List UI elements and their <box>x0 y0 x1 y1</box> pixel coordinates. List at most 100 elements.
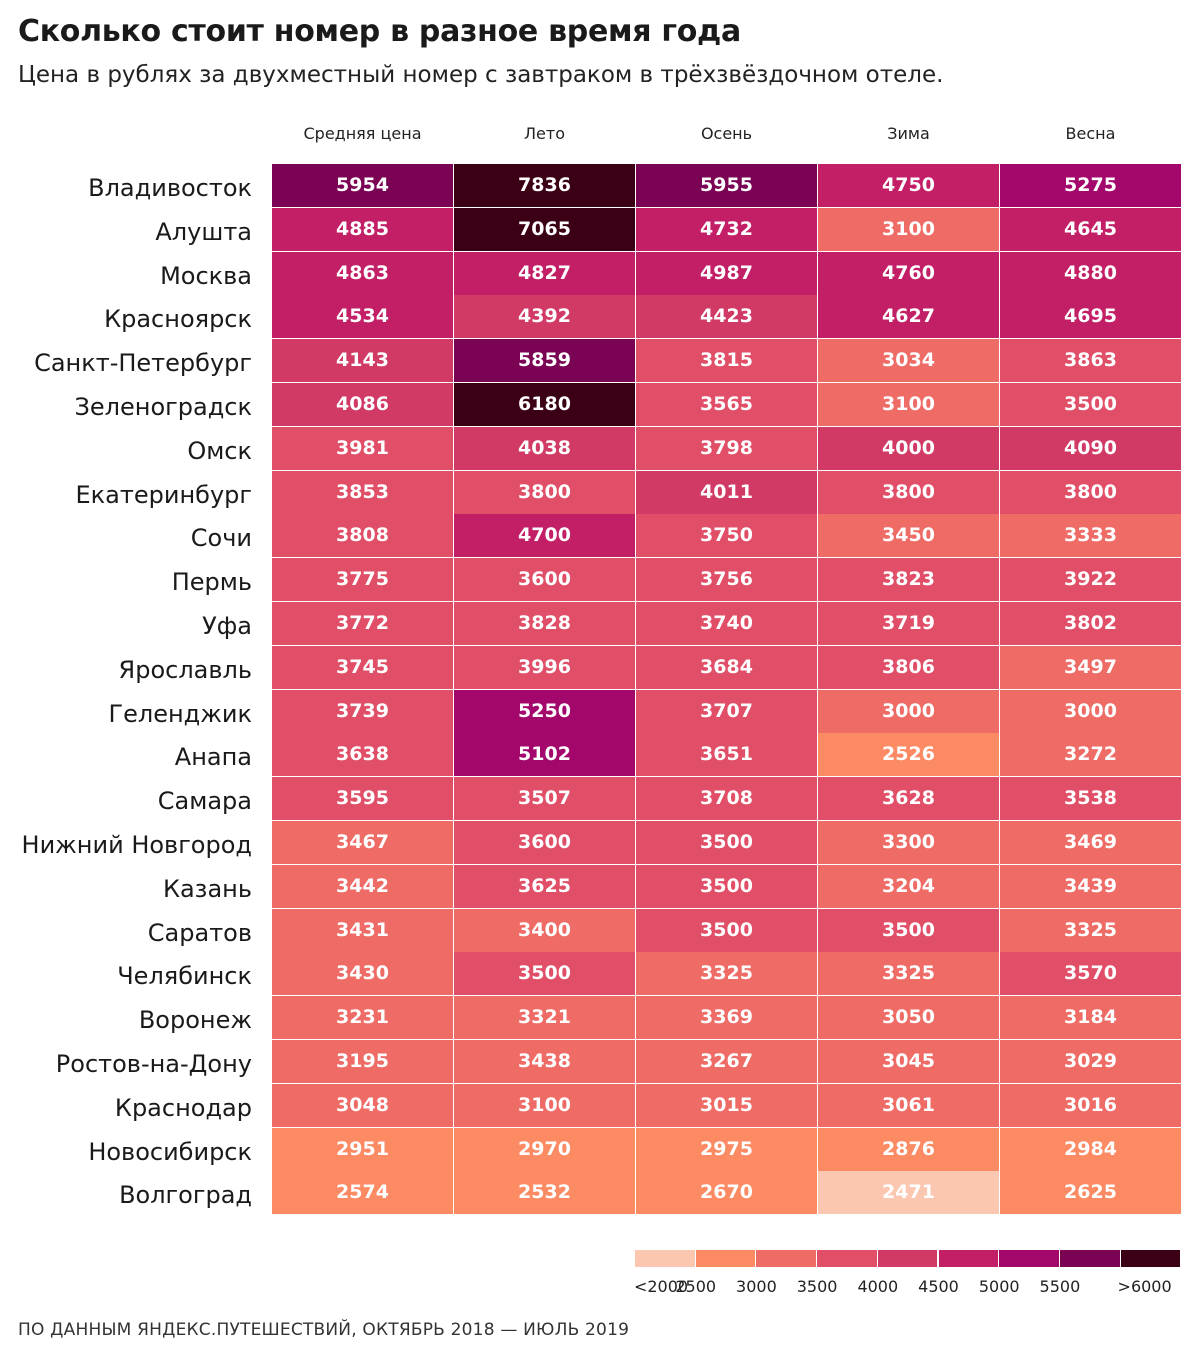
heatmap-cell: 5859 <box>454 339 635 383</box>
heatmap-cell: 3195 <box>272 1040 453 1083</box>
column-header: Осень <box>700 124 753 143</box>
heatmap-cell: 4011 <box>636 470 817 514</box>
source-note: ПО ДАННЫМ ЯНДЕКС.ПУТЕШЕСТВИЙ, ОКТЯБРЬ 20… <box>18 1320 630 1340</box>
legend-label: >6000 <box>1117 1277 1172 1296</box>
heatmap-cell: 3500 <box>636 821 817 864</box>
row-label: Волгоград <box>119 1181 252 1210</box>
heatmap-cell: 4863 <box>272 251 453 295</box>
column-header: Лето <box>524 124 565 143</box>
row-label: Омск <box>187 436 252 465</box>
heatmap-cell: 3439 <box>1000 864 1181 908</box>
heatmap-cell: 4880 <box>1000 251 1181 295</box>
heatmap-cell: 3800 <box>818 470 999 514</box>
heatmap-cell: 3538 <box>1000 777 1181 821</box>
heatmap-cell: 3369 <box>636 996 817 1040</box>
heatmap-cell: 3625 <box>454 864 635 908</box>
row-label: Красноярск <box>104 305 252 334</box>
heatmap-cell: 2532 <box>454 1171 635 1215</box>
heatmap-cell: 4392 <box>454 295 635 339</box>
row-label: Новосибирск <box>88 1137 252 1166</box>
legend-swatch <box>756 1250 817 1267</box>
row-label: Ярославль <box>118 655 252 684</box>
legend-label: 4500 <box>918 1277 959 1296</box>
row-label: Санкт-Петербург <box>34 349 252 378</box>
heatmap-cell: 3500 <box>454 952 635 996</box>
heatmap-cell: 3100 <box>818 383 999 426</box>
heatmap-cell: 3061 <box>818 1083 999 1127</box>
heatmap-cell: 3750 <box>636 514 817 558</box>
heatmap-cell: 3802 <box>1000 602 1181 645</box>
heatmap-cell: 3996 <box>454 645 635 689</box>
heatmap-cell: 3016 <box>1000 1083 1181 1127</box>
heatmap-cell: 5954 <box>272 164 453 207</box>
row-label: Воронеж <box>138 1006 252 1035</box>
heatmap-cell: 3922 <box>1000 558 1181 602</box>
row-label: Владивосток <box>88 174 252 202</box>
heatmap-cell: 4760 <box>818 251 999 295</box>
heatmap-cell: 3500 <box>636 864 817 908</box>
heatmap-cell: 3430 <box>272 952 453 996</box>
heatmap-cell: 2876 <box>818 1127 999 1171</box>
heatmap-cell: 3442 <box>272 864 453 908</box>
heatmap-cell: 3806 <box>818 645 999 689</box>
row-label: Екатеринбург <box>75 480 252 509</box>
chart-subtitle: Цена в рублях за двухместный номер с зав… <box>18 62 944 88</box>
legend-swatch <box>877 1250 938 1267</box>
heatmap-cell: 4143 <box>272 339 453 383</box>
heatmap-cell: 3204 <box>818 864 999 908</box>
heatmap-cell: 3325 <box>1000 908 1181 952</box>
heatmap-cell: 3015 <box>636 1083 817 1127</box>
legend-label: 5000 <box>978 1277 1020 1296</box>
legend-swatch <box>999 1250 1059 1267</box>
heatmap-cell: 5250 <box>454 689 635 733</box>
column-header: Зима <box>887 124 930 143</box>
heatmap-cell: 3231 <box>272 996 453 1040</box>
legend-swatch <box>635 1250 695 1267</box>
row-label: Москва <box>160 261 252 290</box>
heatmap-cell: 5275 <box>1000 164 1181 207</box>
legend-label: 4000 <box>857 1277 899 1296</box>
legend-swatch <box>817 1250 877 1267</box>
heatmap-cell: 3500 <box>818 908 999 952</box>
heatmap-cell: 3708 <box>636 777 817 821</box>
heatmap-cell: 5102 <box>454 733 635 777</box>
heatmap-cell: 2951 <box>272 1127 453 1171</box>
heatmap-cell: 2574 <box>272 1171 453 1215</box>
heatmap-cell: 4423 <box>636 295 817 339</box>
row-label: Краснодар <box>114 1093 252 1122</box>
heatmap-cell: 3651 <box>636 733 817 777</box>
heatmap-cell: 7836 <box>454 164 635 207</box>
heatmap-cell: 3684 <box>636 645 817 689</box>
heatmap-cell: 3300 <box>818 821 999 864</box>
row-label: Зеленоградск <box>74 393 252 421</box>
heatmap-cell: 6180 <box>454 383 635 426</box>
heatmap-cell: 4885 <box>272 207 453 251</box>
heatmap-cell: 3740 <box>636 602 817 645</box>
legend-swatch <box>695 1250 756 1267</box>
legend-label: 3500 <box>796 1277 838 1296</box>
heatmap-cell: 4038 <box>454 426 635 470</box>
heatmap-cell: 3333 <box>1000 514 1181 558</box>
heatmap-cell: 3707 <box>636 689 817 733</box>
heatmap-cell: 3000 <box>1000 689 1181 733</box>
heatmap-cell: 3800 <box>454 470 635 514</box>
heatmap-cell: 3772 <box>272 602 453 645</box>
heatmap-cell: 2970 <box>454 1127 635 1171</box>
heatmap-cell: 3431 <box>272 908 453 952</box>
heatmap-cell: 3853 <box>272 470 453 514</box>
row-label: Геленджик <box>108 699 252 728</box>
heatmap-cell: 4827 <box>454 251 635 295</box>
heatmap-cell: 3798 <box>636 426 817 470</box>
heatmap-cell: 7065 <box>454 207 635 251</box>
heatmap-cell: 3756 <box>636 558 817 602</box>
heatmap-cell: 3565 <box>636 383 817 426</box>
heatmap-cell: 3570 <box>1000 952 1181 996</box>
row-label: Ростов-на-Дону <box>55 1050 252 1078</box>
heatmap-cell: 3050 <box>818 996 999 1040</box>
row-label: Саратов <box>147 918 252 947</box>
heatmap-cell: 3438 <box>454 1040 635 1083</box>
heatmap-cell: 4645 <box>1000 207 1181 251</box>
heatmap-cell: 3628 <box>818 777 999 821</box>
heatmap-cell: 3267 <box>636 1040 817 1083</box>
chart-title: Сколько стоит номер в разное время года <box>18 14 741 49</box>
